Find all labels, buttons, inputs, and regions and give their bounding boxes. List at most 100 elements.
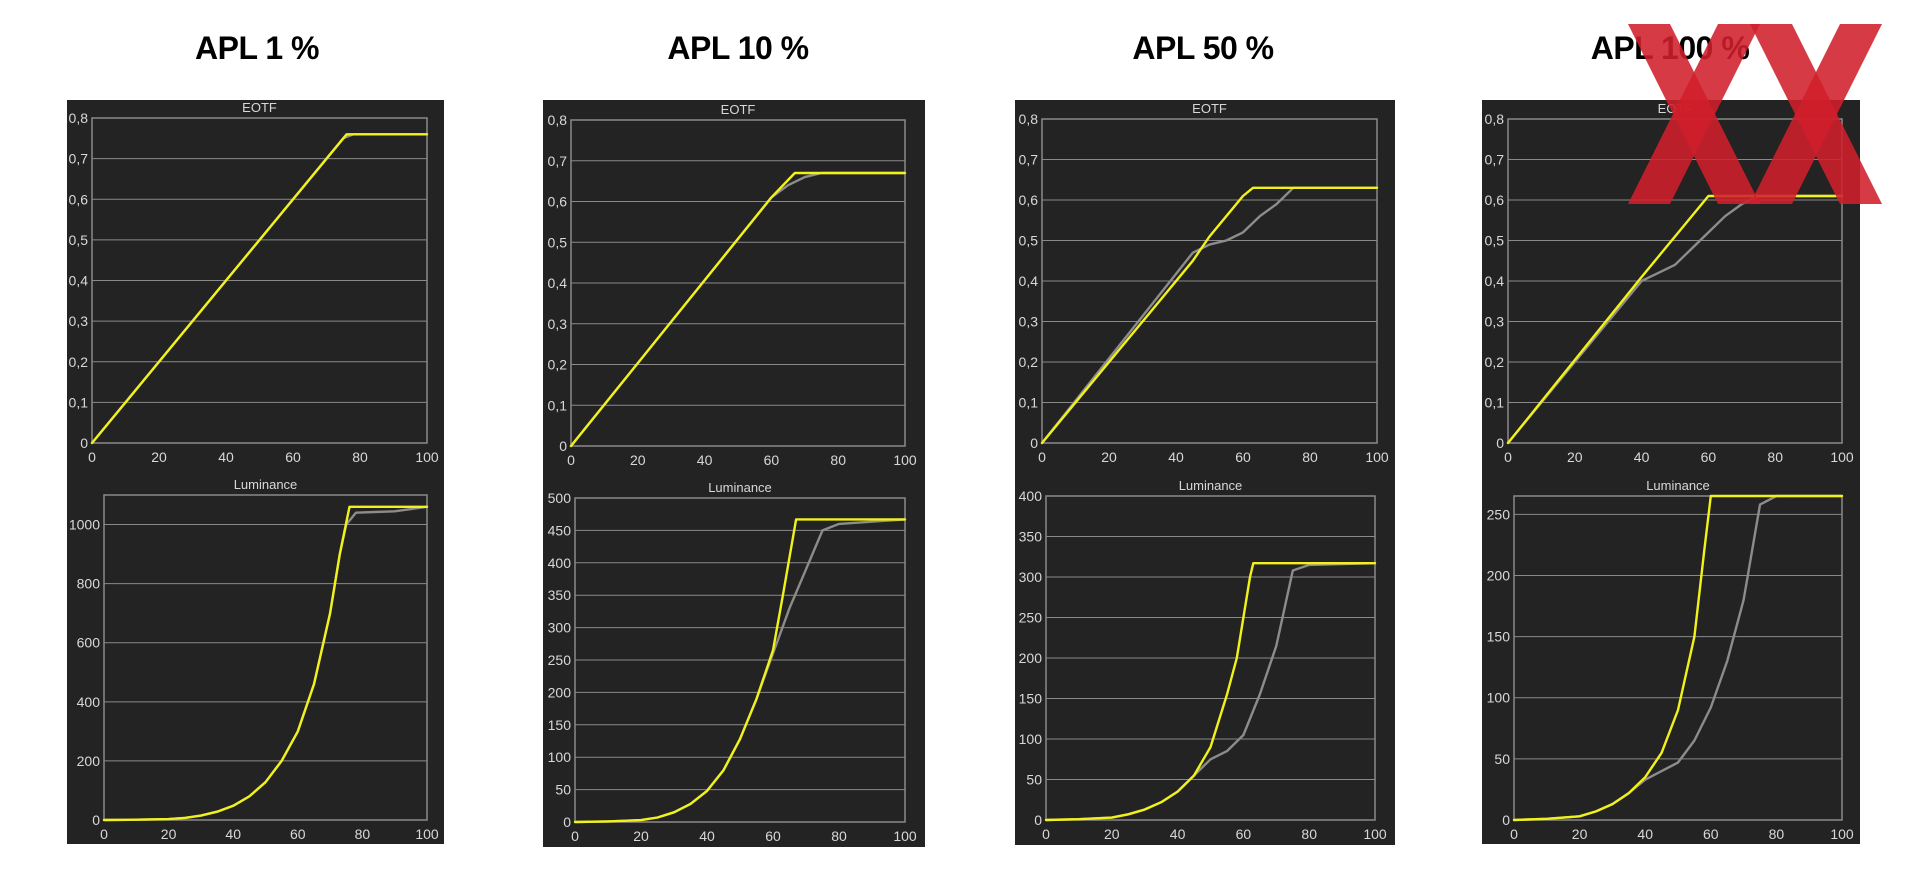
y-tick-label: 0,6 <box>1485 192 1505 208</box>
x-tick-label: 100 <box>1363 826 1387 842</box>
y-tick-label: 0,4 <box>1485 273 1505 289</box>
x-tick-label: 80 <box>355 826 371 842</box>
apl-title-1: APL 1 % <box>195 30 319 66</box>
x-tick-label: 60 <box>1236 826 1252 842</box>
x-tick-label: 60 <box>285 449 301 465</box>
x-tick-label: 40 <box>225 826 241 842</box>
y-tick-label: 400 <box>77 694 101 710</box>
x-tick-label: 20 <box>161 826 177 842</box>
y-tick-label: 600 <box>77 635 101 651</box>
y-tick-label: 250 <box>1487 506 1511 522</box>
y-tick-label: 200 <box>1019 650 1043 666</box>
y-tick-label: 100 <box>1019 731 1043 747</box>
panel-apl-10 <box>543 100 925 847</box>
y-tick-label: 0,1 <box>548 397 568 413</box>
y-tick-label: 1000 <box>69 517 100 533</box>
y-tick-label: 0,8 <box>69 110 89 126</box>
y-tick-label: 0,2 <box>69 354 89 370</box>
y-tick-label: 50 <box>555 782 571 798</box>
x-tick-label: 20 <box>1104 826 1120 842</box>
y-tick-label: 0,4 <box>69 273 89 289</box>
x-tick-label: 60 <box>765 828 781 844</box>
y-tick-label: 0,7 <box>69 151 89 167</box>
x-tick-label: 0 <box>1504 449 1512 465</box>
y-tick-label: 0,4 <box>548 275 568 291</box>
x-tick-label: 40 <box>1170 826 1186 842</box>
y-tick-label: 0,2 <box>548 357 568 373</box>
apl-title-50: APL 50 % <box>1132 30 1274 66</box>
y-tick-label: 0 <box>1030 435 1038 451</box>
x-tick-label: 80 <box>1769 826 1785 842</box>
x-tick-label: 80 <box>831 828 847 844</box>
y-tick-label: 100 <box>1487 690 1511 706</box>
x-tick-label: 0 <box>567 452 575 468</box>
apl-title-10: APL 10 % <box>667 30 809 66</box>
y-tick-label: 0,6 <box>548 194 568 210</box>
x-tick-label: 0 <box>100 826 108 842</box>
y-tick-label: 0,5 <box>548 234 568 250</box>
y-tick-label: 400 <box>1019 488 1043 504</box>
x-tick-label: 80 <box>352 449 368 465</box>
x-tick-label: 0 <box>1510 826 1518 842</box>
x-tick-label: 100 <box>415 826 439 842</box>
y-tick-label: 50 <box>1494 751 1510 767</box>
x-tick-label: 100 <box>893 452 917 468</box>
y-tick-label: 0,8 <box>1485 111 1505 127</box>
y-tick-label: 0,5 <box>69 232 89 248</box>
y-tick-label: 350 <box>1019 529 1043 545</box>
plot-frame <box>1513 495 1843 821</box>
y-tick-label: 0 <box>563 814 571 830</box>
y-tick-label: 0 <box>1502 812 1510 828</box>
y-tick-label: 200 <box>77 753 101 769</box>
x-tick-label: 20 <box>630 452 646 468</box>
y-tick-label: 0 <box>92 812 100 828</box>
y-tick-label: 0,8 <box>548 112 568 128</box>
y-tick-label: 250 <box>548 652 572 668</box>
y-tick-label: 50 <box>1026 772 1042 788</box>
series-line <box>90 133 429 445</box>
y-tick-label: 0,7 <box>1019 152 1039 168</box>
series-line <box>1506 194 1844 445</box>
x-tick-label: 40 <box>1634 449 1650 465</box>
y-tick-label: 0 <box>1034 812 1042 828</box>
y-tick-label: 200 <box>1487 567 1511 583</box>
x-tick-label: 60 <box>1701 449 1717 465</box>
x-tick-label: 40 <box>1168 449 1184 465</box>
panel-apl-1 <box>67 100 444 844</box>
y-tick-label: 350 <box>548 587 572 603</box>
x-tick-label: 20 <box>151 449 167 465</box>
y-tick-label: 0,7 <box>548 153 568 169</box>
x-tick-label: 100 <box>415 449 439 465</box>
y-tick-label: 0,3 <box>548 316 568 332</box>
y-tick-label: 0,2 <box>1019 354 1039 370</box>
x-tick-label: 20 <box>1572 826 1588 842</box>
x-tick-label: 80 <box>1767 449 1783 465</box>
series-line <box>569 171 907 448</box>
x-tick-label: 40 <box>699 828 715 844</box>
chart-title: EOTF <box>1192 101 1227 116</box>
x-tick-label: 0 <box>1038 449 1046 465</box>
y-tick-label: 150 <box>1019 691 1043 707</box>
x-tick-label: 60 <box>1703 826 1719 842</box>
series-line <box>102 505 429 822</box>
y-tick-label: 0,2 <box>1485 354 1505 370</box>
y-tick-label: 0,5 <box>1019 233 1039 249</box>
chart-title: Luminance <box>1179 478 1243 493</box>
series-line <box>573 518 907 824</box>
series-line <box>1044 562 1377 822</box>
y-tick-label: 450 <box>548 522 572 538</box>
y-tick-label: 0,3 <box>1019 314 1039 330</box>
y-tick-label: 800 <box>77 576 101 592</box>
y-tick-label: 0 <box>80 435 88 451</box>
hardwareluxx-xx-logo-icon <box>1628 24 1882 204</box>
x-tick-label: 60 <box>764 452 780 468</box>
chart-title: Luminance <box>234 477 298 492</box>
y-tick-label: 300 <box>548 620 572 636</box>
plot-frame <box>103 494 428 821</box>
series-line <box>1506 194 1844 445</box>
chart-title: Luminance <box>1646 478 1710 493</box>
series-line <box>1512 494 1844 822</box>
x-tick-label: 60 <box>1235 449 1251 465</box>
chart-title: EOTF <box>721 102 756 117</box>
